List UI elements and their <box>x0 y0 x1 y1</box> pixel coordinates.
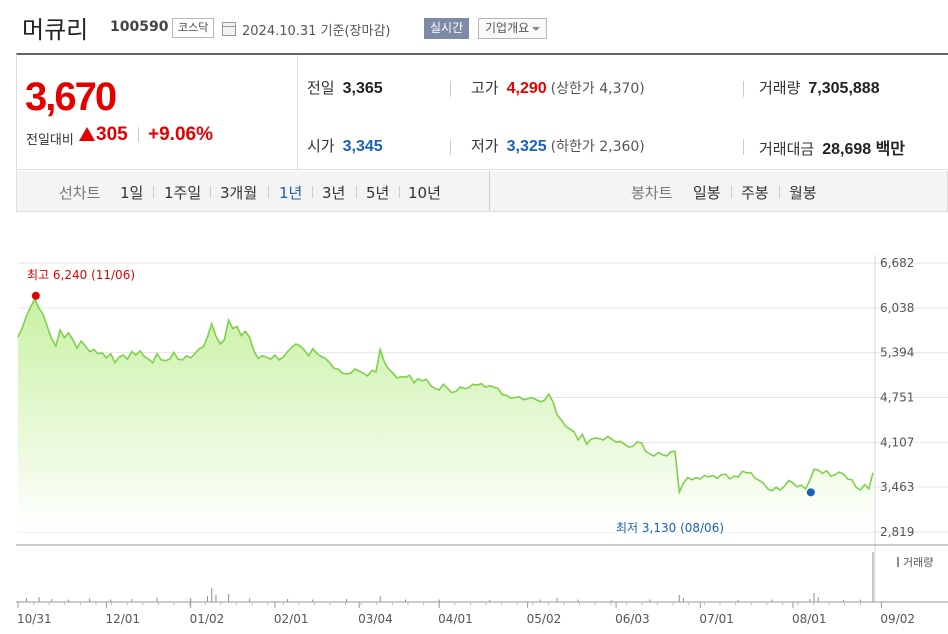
max-annotation: 최고 6,240 (11/06) <box>27 268 135 282</box>
change-amount: 305 <box>96 124 128 145</box>
divider <box>138 127 139 142</box>
chart-period-tabs: 선차트 1일 1주일 3개월 1년 3년 5년 10년 봉차트 일봉 주봉 월봉 <box>16 171 948 212</box>
stock-name: 머큐리 <box>22 16 89 44</box>
y-tick-label: 3,463 <box>880 480 914 494</box>
divider <box>743 139 744 155</box>
market-badge: 코스닥 <box>172 18 215 38</box>
volume-legend-label: 거래량 <box>903 556 933 569</box>
tab-5y[interactable]: 5년 <box>366 184 390 202</box>
stat-label: 저가 <box>471 137 499 155</box>
stat-prev-close: 전일 3,365 <box>307 77 383 98</box>
min-annotation: 최저 3,130 (08/06) <box>616 521 724 535</box>
x-tick-label: 10/31 <box>17 612 52 626</box>
price-box: 3,670 전일대비 305 +9.06% <box>17 55 298 170</box>
divider <box>356 186 357 198</box>
divider <box>268 186 269 198</box>
realtime-button[interactable]: 실시간 <box>424 18 470 39</box>
y-tick-label: 5,394 <box>880 346 914 360</box>
stat-label: 전일 <box>307 79 335 97</box>
tab-3m[interactable]: 3개월 <box>220 184 258 202</box>
price-area <box>18 299 873 532</box>
stat-value: 4,290 <box>506 80 547 97</box>
lower-limit: (하한가 2,360) <box>550 139 645 155</box>
stock-code: 100590 <box>110 19 169 35</box>
stat-turnover: 거래대금 28,698 백만 <box>759 135 905 159</box>
candle-chart-label: 봉차트 <box>631 184 673 202</box>
x-tick-label: 12/01 <box>105 612 140 626</box>
divider <box>489 171 490 211</box>
stat-high: 고가 4,290 (상한가 4,370) <box>471 77 645 98</box>
x-tick-label: 05/02 <box>527 612 562 626</box>
stat-value: 3,345 <box>342 138 383 155</box>
price-summary: 3,670 전일대비 305 +9.06% 전일 3,365 고가 4,290 (상한… <box>16 53 948 170</box>
calendar-icon <box>222 22 236 36</box>
stat-label: 고가 <box>471 79 499 97</box>
stat-volume: 거래량 7,305,888 <box>759 77 880 98</box>
tab-monthly[interactable]: 월봉 <box>789 184 817 202</box>
change-percent: +9.06% <box>148 124 213 145</box>
price-line <box>17 297 874 496</box>
up-triangle-icon <box>79 127 95 141</box>
price-chart: 6,682 6,038 5,394 4,751 4,107 3,463 2,819 최고 6,… <box>16 255 948 626</box>
divider <box>153 186 154 198</box>
stat-open: 시가 3,345 <box>307 135 383 156</box>
divider <box>743 81 744 97</box>
stat-value: 3,325 <box>506 138 547 155</box>
line-chart-label: 선차트 <box>59 184 101 202</box>
y-tick-label: 4,107 <box>880 435 914 449</box>
divider <box>450 139 451 155</box>
header: 머큐리 100590 코스닥 2024.10.31 기준(장마감) 실시간 기업… <box>0 0 948 52</box>
stat-value: 28,698 백만 <box>822 141 906 158</box>
date-text: 2024.10.31 기준(장마감) <box>242 24 391 39</box>
y-tick-label: 2,819 <box>880 525 914 539</box>
x-tick-label: 08/01 <box>792 612 827 626</box>
x-tick-label: 01/02 <box>190 612 225 626</box>
x-tick-label: 07/01 <box>699 612 734 626</box>
y-tick-label: 6,038 <box>880 301 914 315</box>
caret-down-icon <box>532 26 541 31</box>
stat-low: 저가 3,325 (하한가 2,360) <box>471 135 645 156</box>
x-tick-label: 04/01 <box>438 612 473 626</box>
current-price: 3,670 <box>25 75 117 119</box>
y-tick-label: 4,751 <box>880 391 914 405</box>
tab-10y[interactable]: 10년 <box>408 184 441 202</box>
x-tick-label: 06/03 <box>615 612 650 626</box>
stat-label: 거래량 <box>759 79 801 97</box>
stat-value: 7,305,888 <box>808 80 880 97</box>
volume-legend-icon <box>897 557 899 567</box>
company-overview-dropdown[interactable]: 기업개요 <box>478 18 548 39</box>
divider <box>731 186 732 198</box>
divider <box>312 186 313 198</box>
tab-1y[interactable]: 1년 <box>279 184 303 202</box>
divider <box>779 186 780 198</box>
tab-weekly[interactable]: 주봉 <box>741 184 769 202</box>
x-tick-label: 02/01 <box>274 612 309 626</box>
stat-label: 거래대금 <box>759 140 815 158</box>
tab-1w[interactable]: 1주일 <box>164 184 202 202</box>
x-tick-label: 03/04 <box>358 612 393 626</box>
divider <box>399 186 400 198</box>
stat-label: 시가 <box>307 137 335 155</box>
divider <box>450 81 451 97</box>
overview-label: 기업개요 <box>485 21 530 35</box>
max-marker <box>31 291 40 300</box>
tab-1d[interactable]: 1일 <box>120 184 144 202</box>
tab-3y[interactable]: 3년 <box>322 184 346 202</box>
y-tick-label: 6,682 <box>880 256 914 270</box>
change-label: 전일대비 <box>26 133 74 148</box>
x-tick-label: 09/02 <box>880 612 915 626</box>
divider <box>210 186 211 198</box>
min-marker <box>806 488 815 497</box>
stat-value: 3,365 <box>342 80 383 97</box>
tab-daily[interactable]: 일봉 <box>693 184 721 202</box>
upper-limit: (상한가 4,370) <box>550 81 645 97</box>
